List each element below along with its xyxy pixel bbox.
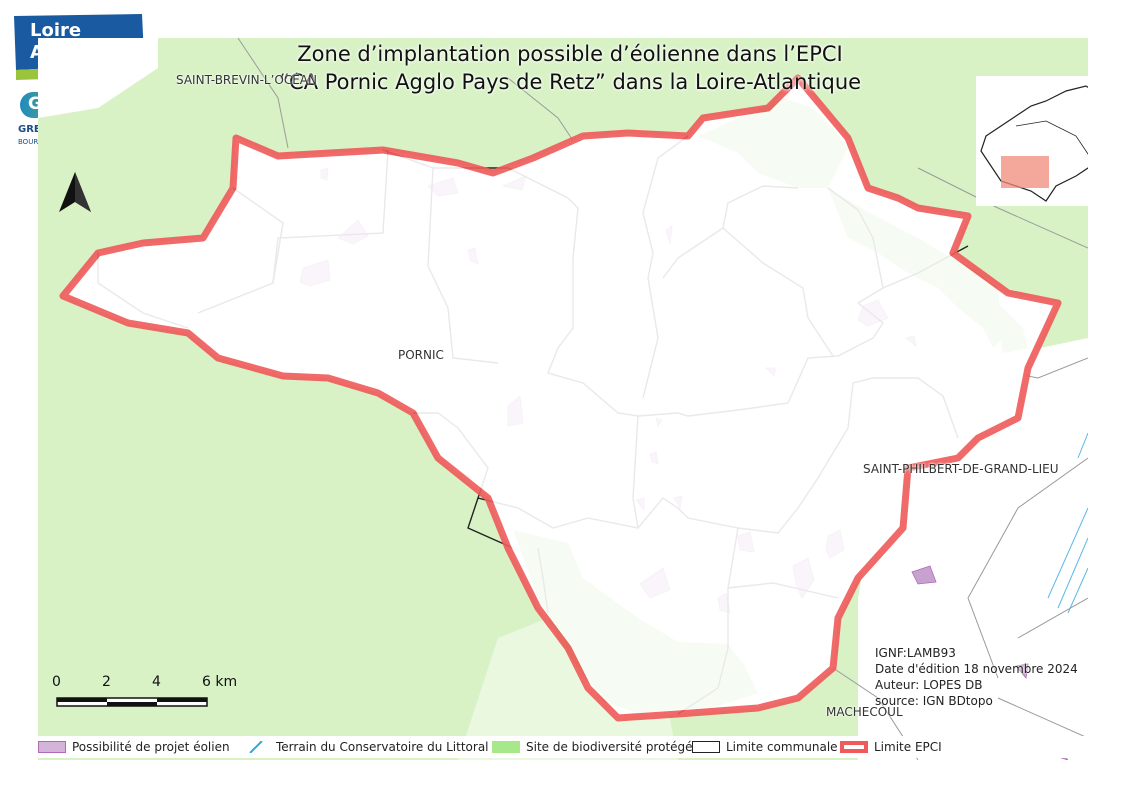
scale-bar: 0 2 4 6 km: [52, 672, 252, 712]
legend-swatch-biodiversite: [492, 741, 520, 753]
legend-swatch-conservatoire: [249, 741, 263, 753]
background-white-area: [38, 38, 158, 118]
inset-extent-marker: [1001, 156, 1049, 188]
legend-swatch-limite-epci: [840, 741, 868, 753]
legend-item-limite-epci: Limite EPCI: [840, 739, 942, 755]
scale-label-4: 4: [152, 674, 161, 690]
legend-label-eolien: Possibilité de projet éolien: [72, 740, 230, 754]
map-canvas: [38, 38, 1088, 760]
eolien-zone: [911, 565, 937, 585]
place-label-saint-philbert: SAINT-PHILBERT-DE-GRAND-LIEU: [863, 462, 1059, 476]
metadata-source: source: IGN BDtopo: [875, 694, 993, 708]
place-label-machecoul: MACHECOUL: [826, 705, 903, 719]
legend-item-biodiversite: Site de biodiversité protégé: [492, 739, 693, 755]
place-label-pornic: PORNIC: [398, 348, 444, 362]
legend-label-conservatoire: Terrain du Conservatoire du Littoral: [276, 740, 489, 754]
map-title-line2: “CA Pornic Agglo Pays de Retz” dans la L…: [278, 70, 862, 94]
eolien-zone: [1015, 663, 1029, 679]
inset-location-map: [976, 76, 1088, 206]
legend-item-limite-communale: Limite communale: [692, 739, 838, 755]
metadata-projection: IGNF:LAMB93: [875, 646, 956, 660]
legend-item-conservatoire: Terrain du Conservatoire du Littoral: [242, 739, 489, 755]
map-metadata: IGNF:LAMB93 Date d'édition 18 novembre 2…: [875, 645, 1078, 709]
logo-text-loire: Loire: [30, 20, 81, 41]
map-frame[interactable]: [38, 38, 1088, 760]
north-arrow-icon: [55, 168, 95, 216]
scale-label-2: 2: [102, 674, 111, 690]
scale-label-6km: 6 km: [202, 674, 238, 690]
metadata-author: Auteur: LOPES DB: [875, 678, 983, 692]
legend-swatch-limite-communale: [692, 741, 720, 753]
scale-label-0: 0: [52, 674, 61, 690]
legend-item-eolien: Possibilité de projet éolien: [38, 739, 230, 755]
map-title: Zone d’implantation possible d’éolienne …: [200, 40, 940, 96]
legend-swatch-eolien: [38, 741, 66, 753]
legend-label-limite-epci: Limite EPCI: [874, 740, 942, 754]
map-title-line1: Zone d’implantation possible d’éolienne …: [297, 42, 843, 66]
conservatoire-littoral-hatch: [1047, 432, 1088, 614]
map-legend: Possibilité de projet éolien Terrain du …: [38, 736, 1088, 758]
metadata-edition-date: Date d'édition 18 novembre 2024: [875, 662, 1078, 676]
legend-label-biodiversite: Site de biodiversité protégé: [526, 740, 693, 754]
legend-label-limite-communale: Limite communale: [726, 740, 838, 754]
place-label-saint-brevin: SAINT-BREVIN-L’OCÉAN: [176, 73, 317, 87]
